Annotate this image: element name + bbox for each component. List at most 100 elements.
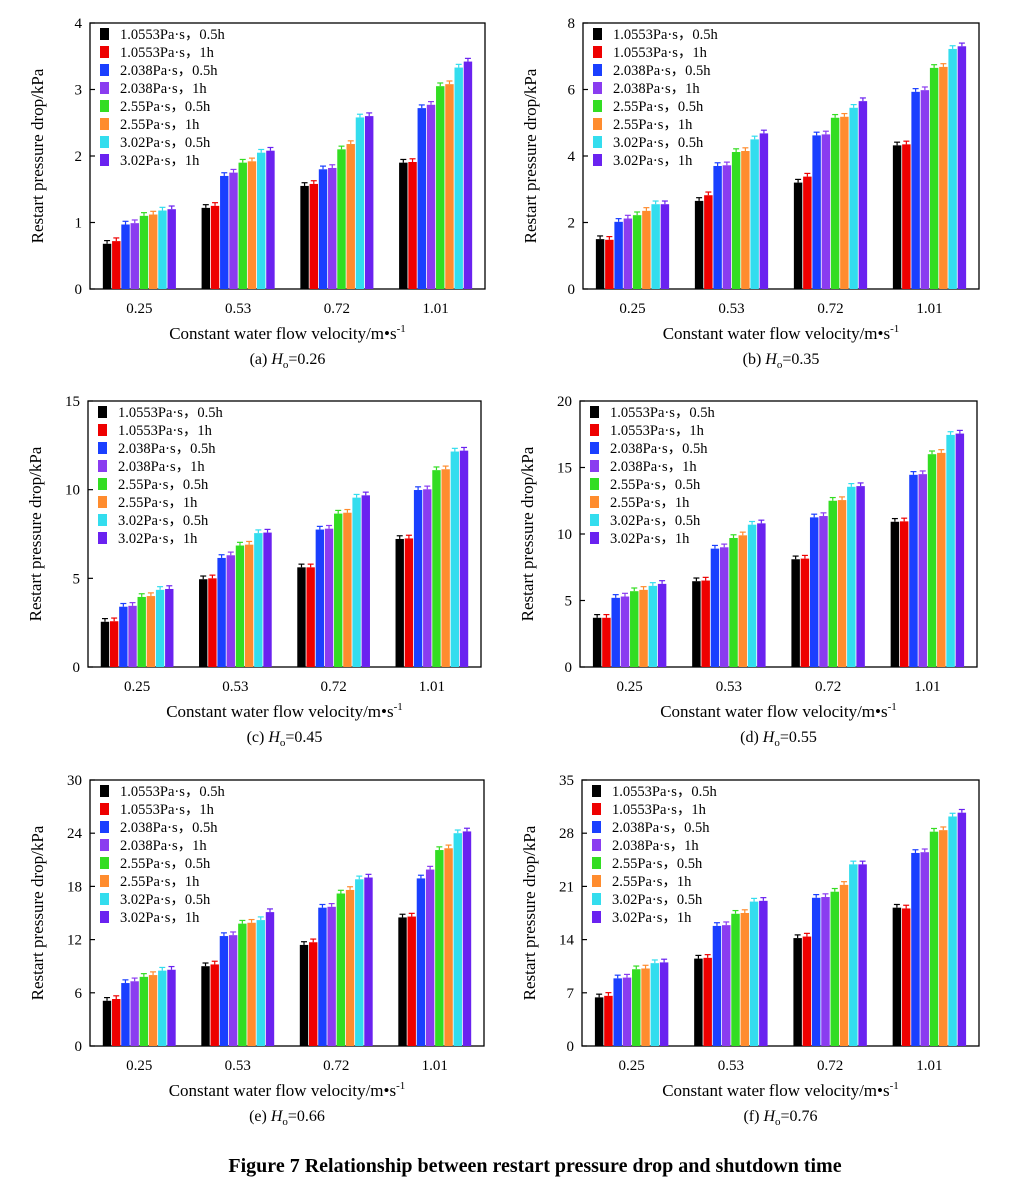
x-axis-label: Constant water flow velocity/m•s-1 [660,701,897,721]
legend-swatch [592,875,601,887]
caption-value: =0.45 [285,729,322,746]
x-axis-label: Constant water flow velocity/m•s-1 [169,1080,406,1100]
bar [721,925,731,1046]
legend-label: 1.0553Pa·s，0.5h [120,27,225,43]
x-axis-label-text: Constant water flow velocity/m•s [169,1081,396,1100]
chart-panel-2: 0 5 10 15 Restart pressure drop/kPa 0.25 0.53 0… [26,394,482,749]
bar [929,67,939,289]
x-tick-label: 0.72 [323,1058,349,1074]
legend-label: 2.55Pa·s，1h [612,874,692,890]
bar [639,589,648,667]
x-tick-label: 0.72 [815,679,841,695]
bar [719,547,729,667]
x-axis-label: Constant water flow velocity/m•s-1 [662,1080,899,1100]
legend-swatch [100,857,109,869]
legend-label: 2.55Pa·s，1h [120,874,200,890]
legend-swatch [590,478,599,490]
bar [426,104,436,289]
bar [701,580,710,667]
bar [226,555,235,667]
bar [219,936,229,1046]
bar [856,486,865,667]
bar [364,116,374,289]
bar [937,452,946,667]
panel-caption: (e) Ho=0.66 [249,1108,325,1128]
x-tick-label: 0.72 [817,301,843,317]
bar [445,84,454,290]
bar [694,958,703,1046]
bar [948,816,957,1046]
y-tick-label: 0 [568,282,576,298]
y-tick-label: 6 [568,83,576,99]
bar [130,223,139,289]
bar [100,621,110,667]
bar [210,205,220,289]
caption-sub: o [775,1116,781,1128]
legend-swatch [100,82,109,94]
bar [229,172,238,289]
bar [404,538,414,667]
y-tick-label: 1 [75,216,83,232]
bar [398,917,407,1046]
bar [238,923,247,1046]
x-tick-label: 0.25 [617,679,643,695]
bar [892,145,902,289]
bar [300,185,309,289]
caption-prefix: (e) [249,1108,271,1125]
bar [315,529,325,667]
bar [266,150,275,289]
caption-value: =0.66 [288,1108,325,1125]
bar [731,913,740,1046]
bar [759,900,768,1046]
legend-label: 2.038Pa·s，0.5h [118,441,216,457]
chart-panel-4: 0 6 12 18 24 30 Restart pressure drop/kPa 0.25 0… [28,773,485,1128]
bar [592,617,602,667]
y-tick-label: 24 [67,826,83,842]
bar [407,916,416,1046]
bar [395,538,404,667]
bar [130,981,139,1046]
bar [109,621,119,667]
bar [318,169,328,289]
bar [328,167,337,289]
bar [309,183,319,289]
bar [432,470,441,667]
caption-var: H [762,729,776,746]
panel-caption: (b) Ho=0.35 [743,351,820,371]
bar [453,833,462,1046]
legend-label: 2.038Pa·s，1h [613,81,700,97]
bar [849,864,858,1046]
caption-sub: o [280,737,286,749]
bar [165,588,174,667]
bar [803,176,812,289]
bar [613,978,622,1046]
legend-swatch [100,893,109,905]
bar [355,879,364,1046]
legend-swatch [590,460,599,472]
bar [112,241,121,289]
legend-label: 3.02Pa·s，1h [118,531,198,547]
legend-swatch [100,28,109,40]
bar [208,578,217,667]
x-tick-label: 1.01 [914,679,940,695]
bar [614,221,623,289]
x-axis-label: Constant water flow velocity/m•s-1 [169,323,406,343]
bar [263,532,272,667]
y-tick-label: 7 [567,986,575,1002]
legend-swatch [592,857,601,869]
bar [256,152,266,289]
panel-caption: (c) Ho=0.45 [247,729,323,749]
legend-label: 2.038Pa·s，1h [120,81,207,97]
y-tick-label: 10 [557,527,572,543]
caption-sub: o [282,1116,288,1128]
bar [740,913,750,1046]
y-axis-label: Restart pressure drop/kPa [26,446,45,621]
x-tick-label: 0.72 [817,1058,843,1074]
bar [902,144,911,289]
bar [423,489,432,667]
legend-label: 3.02Pa·s，1h [120,910,200,926]
x-axis-label-text: Constant water flow velocity/m•s [662,1081,889,1100]
legend-swatch [100,803,109,815]
bar [712,925,722,1046]
bar [759,133,769,289]
